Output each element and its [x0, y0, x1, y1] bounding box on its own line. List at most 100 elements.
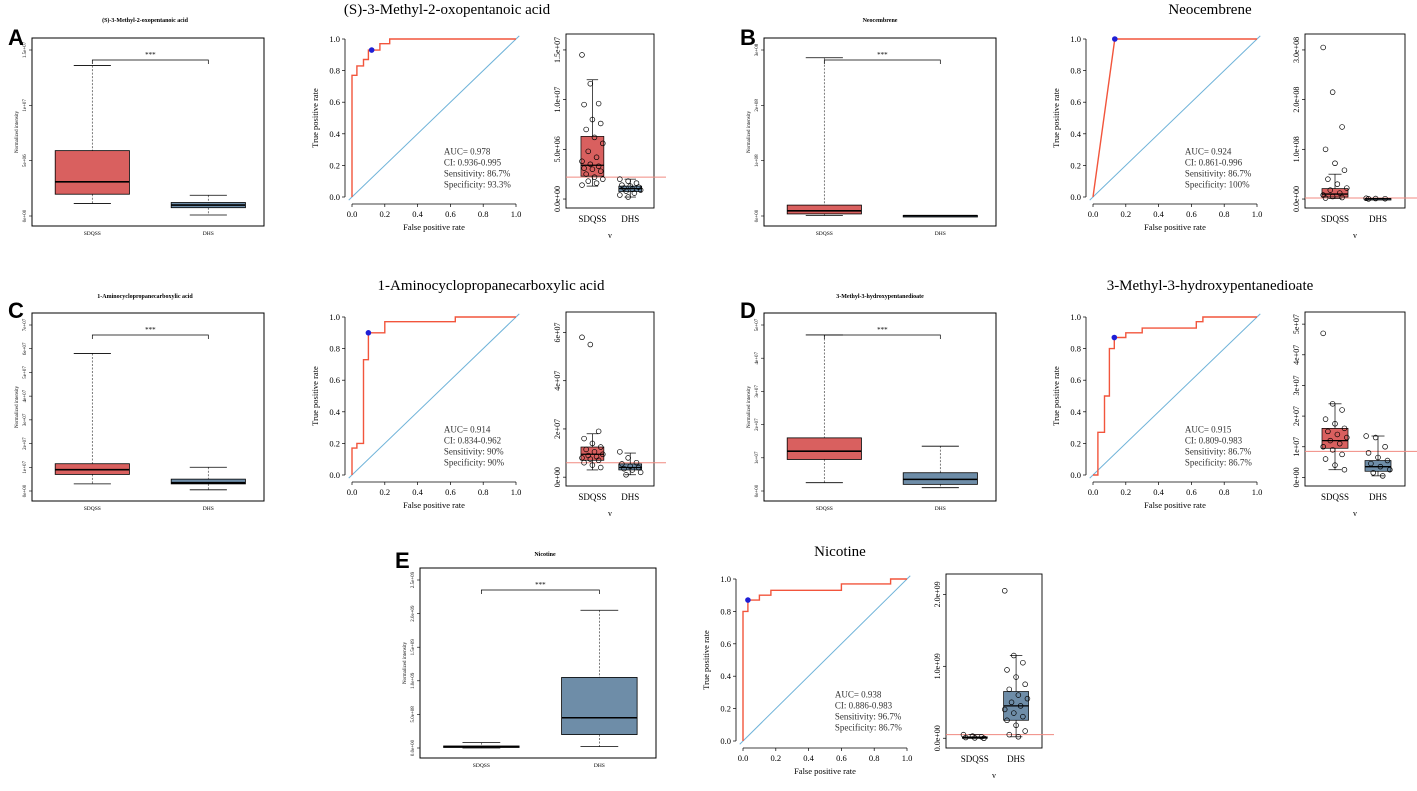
- y-tick-label: 0.0: [329, 470, 340, 480]
- y-tick-label: 1.0: [1070, 34, 1081, 44]
- data-point: [1020, 659, 1026, 666]
- roc-stat-sens: Sensitivity: 86.7%: [1185, 168, 1252, 178]
- y-tick-label: 2e+07: [23, 437, 28, 450]
- x-axis-label: v: [992, 771, 996, 780]
- y-tick-label: 0.2: [720, 704, 731, 714]
- x-tick-label: 0.6: [445, 487, 456, 497]
- y-tick-label: 0e+00: [755, 484, 760, 497]
- x-tick-label: DHS: [203, 231, 214, 237]
- strip-frame: [945, 573, 1043, 749]
- data-point: [1004, 717, 1010, 724]
- boxplot: 3-Methyl-3-hydroxypentanedioate 0e+00 1e+0…: [747, 294, 997, 512]
- data-point: [1334, 181, 1341, 187]
- x-tick-label: SDQSS: [1321, 492, 1349, 502]
- data-point: [595, 428, 602, 435]
- y-tick-label: 1.5e+09: [411, 639, 416, 656]
- roc-stat-spec: Specificity: 86.7%: [1185, 457, 1252, 467]
- roc-stat-sens: Sensitivity: 96.7%: [835, 711, 902, 721]
- iqr-box: [561, 677, 638, 735]
- data-point: [1020, 713, 1026, 720]
- x-tick-label: SDQSS: [1321, 214, 1349, 224]
- boxplot: Neocembrene 0e+00 1e+08 2e+08 3e+08 Normalize…: [747, 18, 997, 237]
- data-point: [631, 190, 638, 196]
- strip-dhs: [1001, 588, 1031, 740]
- data-point: [637, 469, 644, 476]
- data-point: [1015, 692, 1022, 698]
- data-point: [585, 148, 591, 155]
- roc-chart: Neocembrene 0.0 0.0 0.2 0.2 0.4 0.4 0.6 0.6 0.8 0.…: [1051, 2, 1262, 232]
- y-axis-label: Normalized intensity: [747, 110, 752, 153]
- y-tick-label: 1e+07: [23, 461, 28, 474]
- data-point: [583, 171, 589, 177]
- data-point: [1322, 195, 1329, 201]
- x-axis-label: False positive rate: [1144, 500, 1206, 510]
- box-dhs: [170, 466, 246, 491]
- y-tick-label: 1.0e+09: [411, 672, 416, 689]
- y-tick-label: 1e+07: [755, 451, 760, 464]
- data-point: [1322, 416, 1329, 422]
- optimal-cutoff-point: [368, 47, 375, 53]
- strip-sdqss: [579, 334, 606, 471]
- data-point: [619, 461, 625, 467]
- data-point: [625, 194, 631, 200]
- strip-dhs: [617, 176, 644, 200]
- y-tick-label: 0.0: [1070, 470, 1081, 480]
- y-tick-label: 1.0: [720, 574, 731, 584]
- data-point: [623, 472, 629, 478]
- data-point: [623, 188, 629, 194]
- data-point: [583, 446, 589, 453]
- x-tick-label: 0.4: [1153, 487, 1164, 497]
- x-tick-label: 0.4: [803, 753, 814, 763]
- boxplot: 1-Aminocyclopropanecarboxylic acid 0e+00 1…: [15, 294, 265, 512]
- panel-letter: D: [740, 298, 756, 323]
- boxplot-frame: [31, 312, 265, 502]
- data-point: [981, 735, 987, 741]
- boxplot-title: Nicotine: [534, 552, 556, 558]
- y-tick-label: 0.6: [1070, 375, 1081, 385]
- boxplot-frame: [31, 37, 265, 227]
- x-axis-label: False positive rate: [403, 222, 465, 232]
- data-point: [1332, 160, 1338, 166]
- data-point: [595, 457, 602, 464]
- x-axis-label: v: [1353, 231, 1357, 240]
- data-point: [1320, 44, 1326, 51]
- data-point: [1339, 124, 1345, 130]
- data-point: [581, 435, 587, 442]
- y-tick-label: 1e+08: [755, 154, 760, 167]
- y-tick-label: 0.2: [329, 160, 340, 170]
- data-point: [581, 459, 587, 466]
- strip-frame: [565, 311, 655, 487]
- y-tick-label: 1.0: [329, 312, 340, 322]
- roc-stat-auc: AUC= 0.915: [1185, 424, 1232, 434]
- data-point: [1384, 457, 1391, 464]
- boxplot-title: Neocembrene: [863, 18, 898, 24]
- roc-stat-spec: Specificity: 93.3%: [444, 179, 511, 189]
- x-tick-label: DHS: [594, 763, 605, 769]
- x-tick-label: SDQSS: [816, 506, 833, 512]
- strip-sdqss: [1320, 330, 1350, 473]
- y-tick-label: 0.4: [720, 671, 731, 681]
- y-tick-label: 0e+00: [755, 209, 760, 222]
- strip-frame: [565, 33, 655, 209]
- y-tick-label: 3e+07: [1292, 375, 1301, 395]
- data-point: [972, 735, 978, 741]
- data-point: [587, 161, 594, 167]
- y-tick-label: 1e+07: [23, 99, 28, 112]
- data-point: [1015, 734, 1022, 740]
- y-tick-label: 5.0e+06: [553, 136, 562, 162]
- data-point: [1325, 176, 1331, 182]
- data-point: [1006, 731, 1013, 738]
- data-point: [1341, 425, 1348, 432]
- y-tick-label: 0.4: [329, 407, 340, 417]
- boxplot-frame: [419, 567, 657, 759]
- x-tick-label: 0.0: [1088, 209, 1099, 219]
- y-tick-label: 0e+00: [553, 467, 562, 487]
- panel-d: D 3-Methyl-3-hydroxypentanedioate 0e+00 1e+…: [740, 278, 1417, 518]
- data-point: [1382, 195, 1388, 202]
- data-point: [581, 101, 587, 108]
- data-point: [1320, 330, 1326, 337]
- data-point: [1336, 190, 1343, 196]
- boxplot-title: (S)-3-Methyl-2-oxopentanoic acid: [102, 17, 188, 24]
- y-tick-label: 0.4: [1070, 407, 1081, 417]
- strip-plot: 0e+00 1e+07 2e+07 3e+07 4e+07 5e+07 SDQSS DHS v: [1292, 311, 1417, 518]
